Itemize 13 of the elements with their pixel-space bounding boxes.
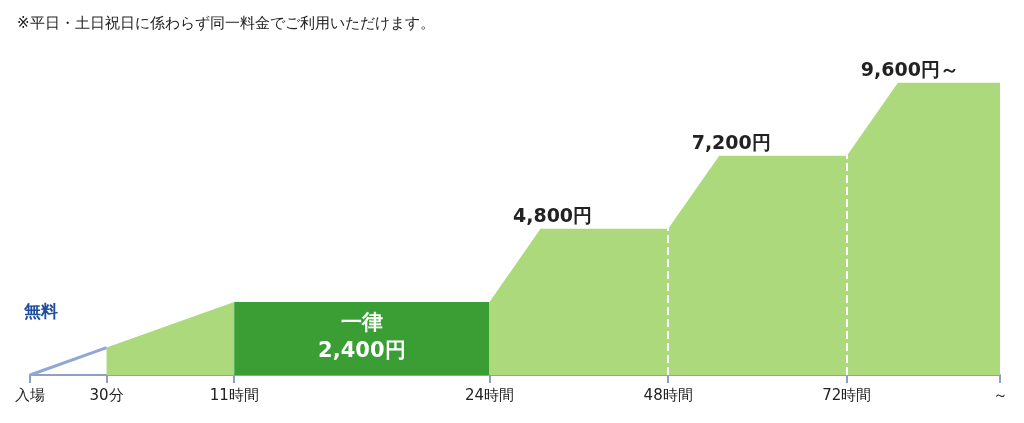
x-tick-label: 48時間 bbox=[643, 385, 693, 404]
data-label: 4,800円 bbox=[512, 204, 593, 227]
x-tick-label: 11時間 bbox=[209, 385, 259, 404]
x-tick-label: 入場 bbox=[15, 385, 45, 404]
data-label: 7,200円 bbox=[691, 131, 771, 154]
chart-title: ※平日・土日祝日に係わらず同一料金でご利用いただけます。 bbox=[17, 13, 435, 32]
data-label: 一律 2,400円 bbox=[318, 309, 406, 362]
x-tick-label: 30分 bbox=[89, 385, 124, 404]
data-label: 9,600円～ bbox=[860, 58, 959, 81]
x-tick-label: 24時間 bbox=[464, 385, 515, 404]
x-tick-label: ～ bbox=[992, 385, 1008, 404]
x-tick-label: 72時間 bbox=[822, 385, 872, 404]
annotation: 無料 bbox=[23, 301, 58, 322]
